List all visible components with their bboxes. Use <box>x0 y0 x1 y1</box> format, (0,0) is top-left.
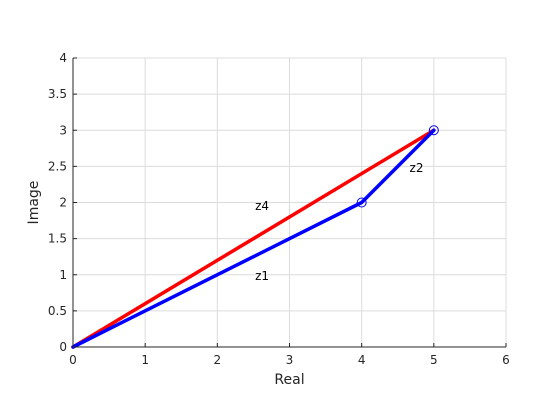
x-tick-label: 1 <box>141 353 149 367</box>
axes <box>72 57 507 348</box>
circle-marker <box>356 197 367 208</box>
grid <box>72 57 507 348</box>
x-tick-label: 2 <box>214 353 222 367</box>
y-tick-label: 2 <box>59 196 67 210</box>
y-tick-label: 1 <box>59 268 67 282</box>
annotation-label: z2 <box>410 161 424 175</box>
y-tick-label: 1.5 <box>48 232 67 246</box>
annotations: z4 z1 z2 <box>255 161 423 283</box>
y-tick-label: 3 <box>59 123 67 137</box>
x-tick-label: 0 <box>69 353 77 367</box>
y-tick-label: 2.5 <box>48 159 67 173</box>
x-tick-label: 6 <box>502 353 510 367</box>
y-tick-label: 0.5 <box>48 304 67 318</box>
x-axis-label: Real <box>274 372 304 388</box>
x-tick-label: 5 <box>430 353 438 367</box>
circle-marker <box>428 125 439 136</box>
annotation-label: z1 <box>255 269 269 283</box>
y-tick-label: 3.5 <box>48 87 67 101</box>
x-tick-label: 4 <box>358 353 366 367</box>
annotation-label: z4 <box>255 199 269 213</box>
y-tick-label: 4 <box>59 51 67 65</box>
x-tick-label: 3 <box>286 353 294 367</box>
y-axis-label: Image <box>26 181 42 225</box>
plot-lines <box>71 125 439 349</box>
series-line-1 <box>71 128 436 349</box>
y-tick-label: 0 <box>59 340 67 354</box>
series-line-2 <box>71 128 436 349</box>
tick-labels: 0 1 2 3 4 5 6 0 0.5 1 1.5 2 2.5 3 3.5 4 <box>48 51 510 367</box>
